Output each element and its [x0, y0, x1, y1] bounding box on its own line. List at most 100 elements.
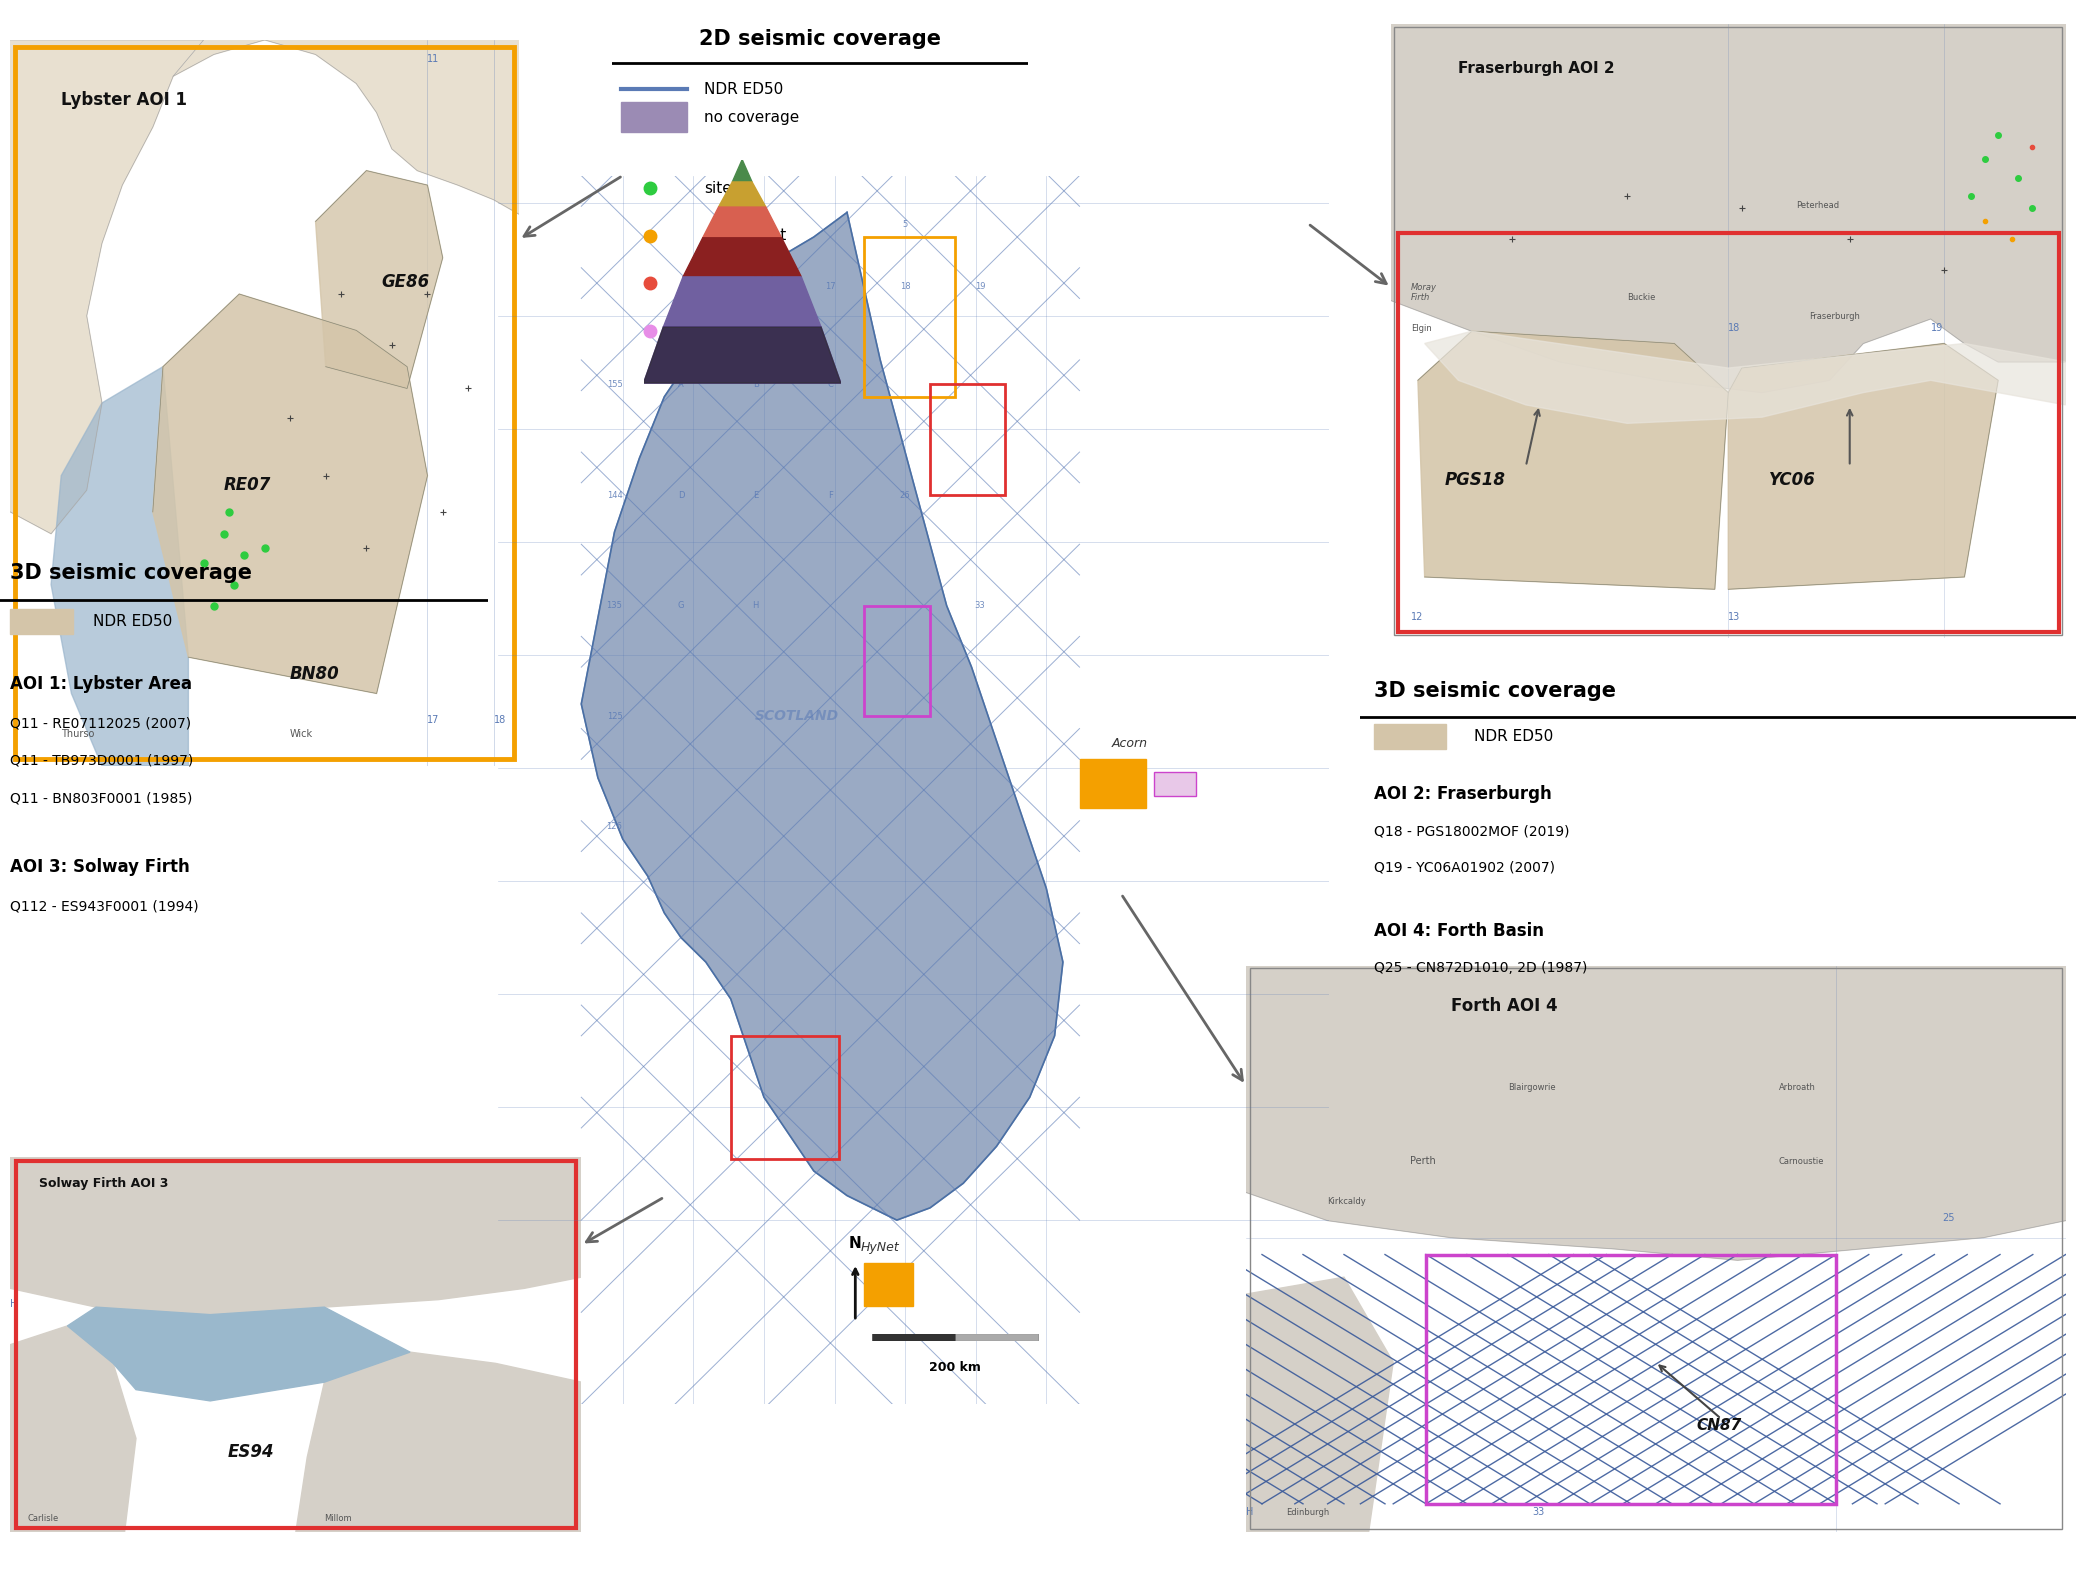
Text: 3D seismic coverage: 3D seismic coverage [10, 563, 251, 583]
Text: NDR ED50: NDR ED50 [704, 81, 783, 97]
Polygon shape [702, 207, 781, 238]
Text: 33: 33 [1532, 1507, 1545, 1518]
Text: Q112 - ES943F0001 (1994): Q112 - ES943F0001 (1994) [10, 899, 199, 913]
Polygon shape [644, 327, 841, 383]
Text: F: F [828, 490, 832, 500]
Bar [1426, 1254, 1835, 1503]
Polygon shape [718, 182, 766, 207]
Polygon shape [10, 1326, 137, 1532]
Text: 2D seismic coverage: 2D seismic coverage [700, 29, 940, 49]
Polygon shape [733, 160, 752, 182]
Text: G: G [677, 602, 685, 610]
Text: H: H [10, 1299, 19, 1309]
Text: GE86: GE86 [382, 273, 430, 290]
Text: 19: 19 [974, 281, 986, 290]
Text: SCOTLAND: SCOTLAND [756, 709, 839, 723]
Text: 135: 135 [606, 602, 623, 610]
Text: contingent: contingent [704, 228, 787, 243]
Bar [621, 102, 687, 132]
Text: CN87: CN87 [1696, 1419, 1742, 1433]
Text: prospective: prospective [704, 276, 793, 290]
Polygon shape [316, 171, 442, 388]
Text: Moray
Firth: Moray Firth [1412, 282, 1437, 303]
Text: Fraserburgh: Fraserburgh [1810, 311, 1860, 321]
Text: ES94: ES94 [228, 1443, 274, 1462]
Polygon shape [10, 40, 519, 214]
Text: 3D seismic coverage: 3D seismic coverage [1374, 681, 1615, 701]
Text: site: site [704, 180, 731, 196]
Bar [1154, 771, 1196, 796]
Text: 13: 13 [1729, 611, 1740, 622]
Polygon shape [1080, 760, 1146, 809]
Text: BN80: BN80 [291, 666, 340, 683]
Text: 201: 201 [756, 281, 772, 290]
Text: no coverage: no coverage [704, 110, 799, 124]
Text: Elgin: Elgin [1412, 324, 1432, 334]
Polygon shape [1424, 332, 2066, 423]
Polygon shape [1391, 24, 2066, 393]
Polygon shape [581, 212, 1063, 1221]
Text: AOI 2: Fraserburgh: AOI 2: Fraserburgh [1374, 785, 1553, 803]
Text: 17: 17 [428, 715, 440, 725]
Text: 11: 11 [428, 54, 440, 64]
Text: Wick: Wick [291, 729, 313, 739]
Bar [731, 1036, 839, 1159]
Text: Q25 - CN872D1010, 2D (1987): Q25 - CN872D1010, 2D (1987) [1374, 961, 1588, 975]
Text: exploration: exploration [704, 322, 791, 338]
Polygon shape [10, 1157, 581, 1315]
Text: 18: 18 [1729, 322, 1740, 334]
Text: Peterhead: Peterhead [1796, 201, 1839, 211]
Text: 155: 155 [606, 380, 623, 389]
Text: 156: 156 [673, 306, 689, 316]
Text: 26: 26 [899, 490, 911, 500]
Polygon shape [297, 1352, 581, 1532]
Polygon shape [69, 1307, 411, 1401]
Text: Q11 - BN803F0001 (1985): Q11 - BN803F0001 (1985) [10, 792, 193, 806]
Text: PGS18: PGS18 [1445, 471, 1505, 488]
Text: 200 km: 200 km [930, 1361, 980, 1374]
Text: Millom: Millom [324, 1515, 353, 1523]
Text: Fraserburgh AOI 2: Fraserburgh AOI 2 [1457, 61, 1615, 77]
Polygon shape [683, 238, 801, 278]
Polygon shape [662, 278, 822, 327]
Text: 126: 126 [606, 822, 623, 832]
Text: 125: 125 [606, 712, 623, 721]
Text: 17: 17 [824, 281, 837, 290]
Polygon shape [1246, 966, 2066, 1261]
Text: Carlisle: Carlisle [27, 1515, 58, 1523]
Text: Carnoustie: Carnoustie [1779, 1157, 1825, 1167]
Text: Blairgowrie: Blairgowrie [1507, 1084, 1555, 1092]
Polygon shape [52, 367, 189, 766]
Text: 144: 144 [606, 490, 623, 500]
Text: 18: 18 [899, 281, 911, 290]
Text: E: E [754, 490, 758, 500]
Text: 5: 5 [903, 220, 907, 230]
Polygon shape [864, 1262, 913, 1306]
Text: Q19 - YC06A01902 (2007): Q19 - YC06A01902 (2007) [1374, 860, 1555, 875]
Text: Perth: Perth [1410, 1156, 1435, 1167]
Polygon shape [644, 327, 841, 383]
Text: N: N [849, 1235, 862, 1251]
Text: C: C [828, 380, 832, 389]
Text: Q18 - PGS18002MOF (2019): Q18 - PGS18002MOF (2019) [1374, 825, 1569, 839]
Text: Kirkcaldy: Kirkcaldy [1329, 1197, 1366, 1205]
Text: 25: 25 [1943, 1213, 1956, 1223]
Text: Solway Firth AOI 3: Solway Firth AOI 3 [39, 1178, 168, 1191]
Text: 19: 19 [1931, 322, 1943, 334]
Polygon shape [1729, 343, 1999, 589]
Bar [930, 385, 1005, 495]
Text: RE07: RE07 [224, 476, 272, 495]
Bar [1374, 725, 1445, 750]
Text: Q11 - TB973D0001 (1997): Q11 - TB973D0001 (1997) [10, 753, 193, 768]
Bar [864, 605, 930, 717]
Text: Acorn: Acorn [1111, 737, 1148, 750]
Polygon shape [581, 212, 1063, 1221]
Text: AOI 4: Forth Basin: AOI 4: Forth Basin [1374, 922, 1545, 940]
Text: Buckie: Buckie [1628, 294, 1655, 303]
Text: Q11 - RE07112025 (2007): Q11 - RE07112025 (2007) [10, 717, 191, 731]
Bar [10, 608, 73, 634]
Text: Forth AOI 4: Forth AOI 4 [1451, 998, 1557, 1015]
Polygon shape [1246, 1277, 1393, 1532]
Text: B: B [754, 380, 758, 389]
Text: Thurso: Thurso [62, 729, 95, 739]
